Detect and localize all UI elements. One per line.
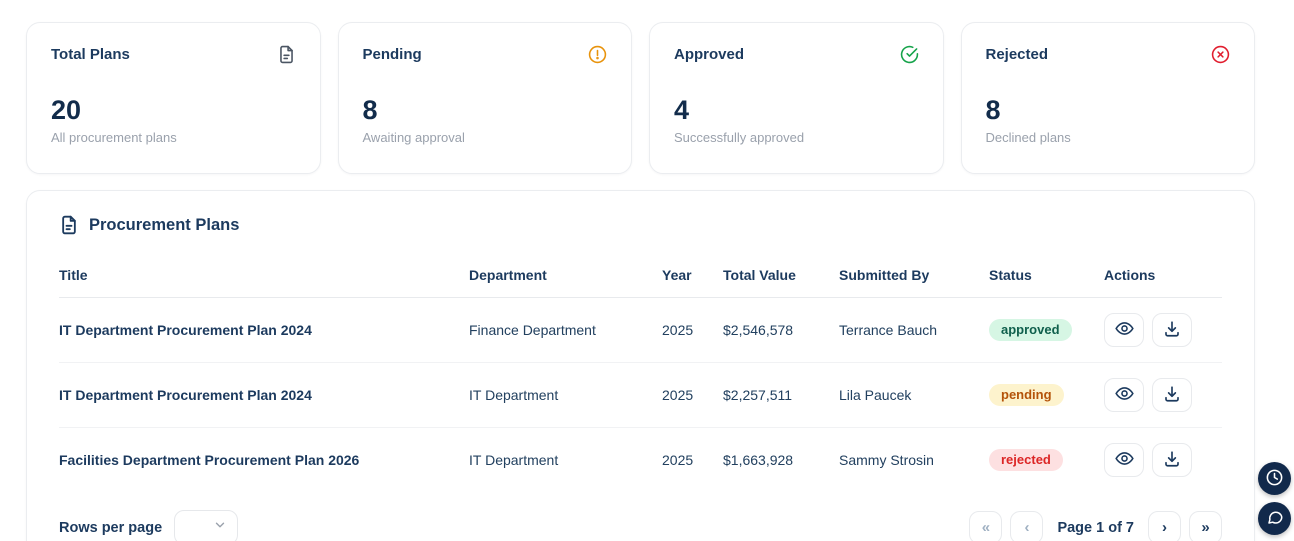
eye-icon	[1114, 449, 1134, 471]
procurement-plans-table: Title Department Year Total Value Submit…	[59, 257, 1222, 492]
rows-per-page-label: Rows per page	[59, 519, 163, 536]
stat-title: Rejected	[985, 46, 1049, 63]
page-info: Page 1 of 7	[1057, 519, 1134, 536]
plan-department: IT Department	[469, 452, 559, 468]
plan-submitted-by: Lila Paucek	[839, 362, 989, 428]
column-header-status: Status	[989, 257, 1104, 298]
chat-bubble-icon	[1266, 508, 1284, 529]
eye-icon	[1114, 384, 1134, 406]
status-badge: pending	[989, 384, 1064, 406]
stat-subtitle: Successfully approved	[674, 129, 805, 145]
prev-page-button[interactable]: ‹	[1010, 511, 1044, 541]
chat-fab-button[interactable]	[1258, 502, 1291, 535]
first-page-button[interactable]: «	[969, 511, 1003, 541]
stat-card-rejected: Rejected 8 Declined plans	[960, 22, 1255, 174]
last-page-button[interactable]: »	[1189, 511, 1222, 541]
stat-value: 8	[362, 95, 378, 125]
table-header-row: Title Department Year Total Value Submit…	[59, 257, 1222, 298]
clock-icon	[1265, 468, 1284, 490]
stats-row: Total Plans 20 All procurement plans Pen…	[26, 22, 1255, 174]
stat-value: 8	[985, 95, 1001, 125]
floating-buttons	[1258, 462, 1291, 535]
download-icon	[1163, 450, 1181, 471]
document-icon	[59, 215, 79, 235]
stat-value: 4	[674, 95, 690, 125]
plan-department: Finance Department	[469, 297, 662, 363]
view-button[interactable]	[1104, 378, 1144, 412]
stat-title: Approved	[674, 46, 745, 63]
plan-total-value: $1,663,928	[723, 452, 794, 468]
stat-card-header: Rejected	[986, 45, 1231, 64]
download-icon	[1163, 385, 1181, 406]
procurement-plans-panel: Procurement Plans Title Department Year …	[26, 190, 1255, 541]
stat-card-total-plans: Total Plans 20 All procurement plans	[26, 22, 321, 174]
row-actions	[1104, 443, 1216, 477]
plan-submitted-by: Sammy Strosin	[839, 452, 934, 468]
pager: « ‹ Page 1 of 7 › »	[969, 511, 1222, 541]
status-badge: rejected	[989, 449, 1063, 471]
view-button[interactable]	[1104, 313, 1144, 347]
table-footer: Rows per page « ‹ Page 1 of 7 › »	[27, 492, 1254, 541]
plan-year: 2025	[662, 297, 723, 363]
stat-card-header: Total Plans	[51, 45, 296, 64]
panel-header: Procurement Plans	[27, 215, 1254, 235]
stat-subtitle: All procurement plans	[51, 129, 177, 145]
column-header-department: Department	[469, 257, 662, 298]
alert-circle-icon	[588, 45, 607, 64]
stat-value: 20	[51, 95, 82, 125]
view-button[interactable]	[1104, 443, 1144, 477]
eye-icon	[1114, 319, 1134, 341]
column-header-submitted-by: Submitted By	[839, 257, 989, 298]
download-button[interactable]	[1152, 313, 1192, 347]
download-button[interactable]	[1152, 378, 1192, 412]
row-actions	[1104, 378, 1216, 412]
document-icon	[277, 45, 296, 64]
stat-title: Pending	[362, 46, 422, 63]
stat-card-approved: Approved 4 Successfully approved	[649, 22, 944, 174]
plan-title: IT Department Procurement Plan 2024	[59, 362, 469, 428]
plan-title: Facilities Department Procurement Plan 2…	[59, 452, 360, 468]
plan-year: 2025	[662, 362, 723, 428]
stat-card-header: Pending	[363, 45, 608, 64]
table-row: IT Department Procurement Plan 2024 Fina…	[59, 297, 1222, 363]
status-badge: approved	[989, 319, 1072, 341]
stat-subtitle: Awaiting approval	[362, 129, 465, 145]
download-button[interactable]	[1152, 443, 1192, 477]
table-row: Facilities Department Procurement Plan 2…	[59, 428, 1222, 493]
download-icon	[1163, 320, 1181, 341]
stat-title: Total Plans	[51, 46, 130, 63]
plan-total-value: $2,257,511	[723, 362, 839, 428]
table-row: IT Department Procurement Plan 2024 IT D…	[59, 362, 1222, 428]
stat-subtitle: Declined plans	[985, 129, 1071, 145]
rows-per-page: Rows per page	[59, 510, 239, 541]
stat-card-header: Approved	[674, 45, 919, 64]
stat-card-pending: Pending 8 Awaiting approval	[337, 22, 632, 174]
column-header-actions: Actions	[1104, 257, 1222, 298]
plan-total-value: $2,546,578	[723, 297, 839, 363]
column-header-title: Title	[59, 257, 469, 298]
plan-title: IT Department Procurement Plan 2024	[59, 297, 469, 363]
check-circle-icon	[900, 45, 919, 64]
next-page-button[interactable]: ›	[1148, 511, 1181, 541]
plan-department: IT Department	[469, 362, 662, 428]
history-fab-button[interactable]	[1258, 462, 1291, 495]
panel-title: Procurement Plans	[89, 215, 240, 234]
plan-year: 2025	[662, 452, 694, 468]
chevron-down-icon	[213, 518, 227, 537]
column-header-total-value: Total Value	[723, 257, 839, 298]
column-header-year: Year	[662, 257, 723, 298]
x-circle-icon	[1211, 45, 1230, 64]
rows-per-page-select[interactable]	[174, 510, 239, 541]
plan-submitted-by: Terrance Bauch	[839, 297, 989, 363]
row-actions	[1104, 313, 1216, 347]
